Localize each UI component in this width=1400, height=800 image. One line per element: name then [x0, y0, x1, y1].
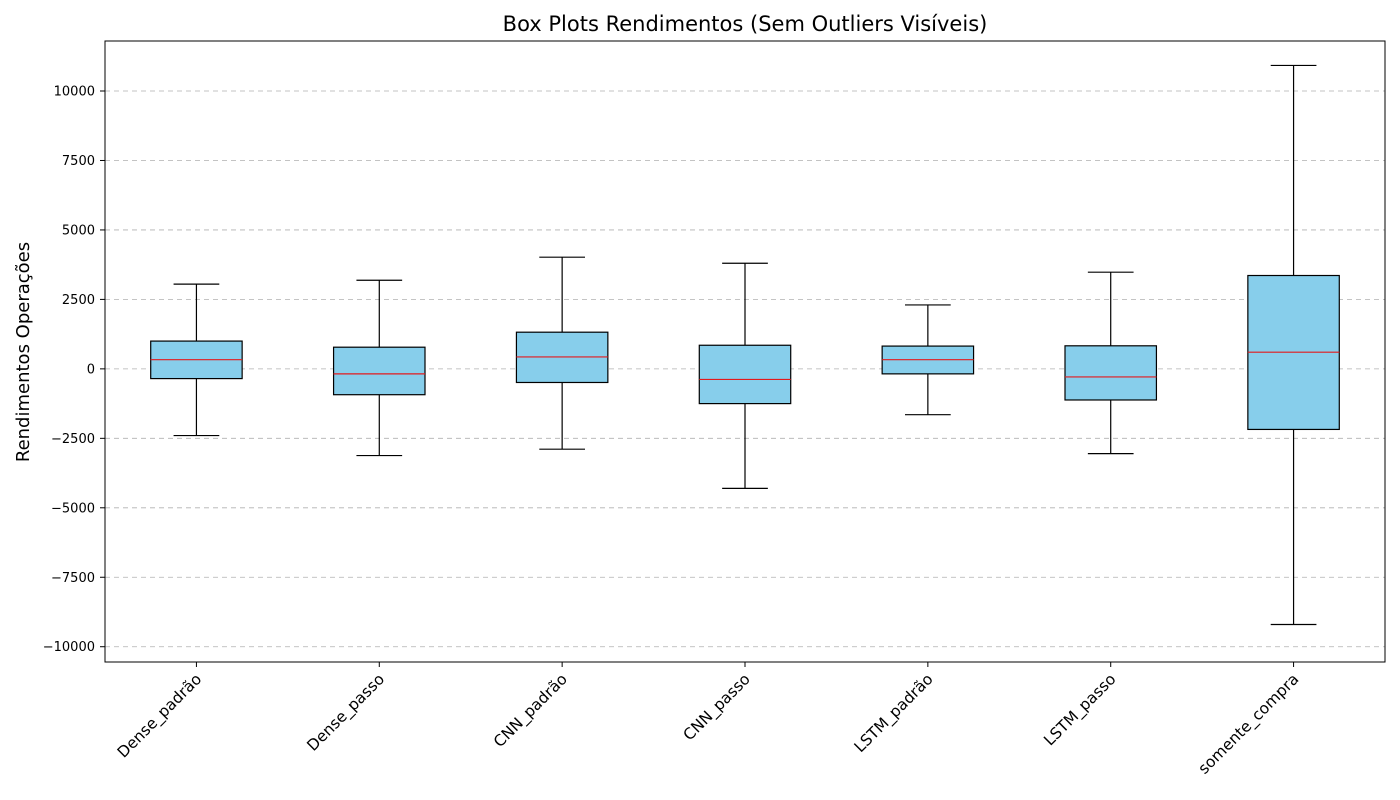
- y-tick-label: 0: [87, 362, 95, 377]
- x-tick-label: CNN_passo: [680, 670, 755, 745]
- x-tick-label: CNN_padrão: [490, 670, 572, 752]
- y-tick-label: −10000: [43, 640, 95, 655]
- y-tick-label: −7500: [51, 571, 95, 586]
- boxes: [150, 64, 1340, 626]
- box-plot-group: [332, 279, 426, 457]
- box-plot-group: [1064, 271, 1158, 455]
- x-tick-label: LSTM_passo: [1040, 670, 1120, 750]
- axes: −10000 −7500 −5000 −2500 0 2500 5000 7500 10000 D…: [43, 85, 1303, 779]
- x-tick-label: Dense_passo: [304, 670, 389, 755]
- box-body: [1064, 345, 1158, 401]
- y-tick-label: 2500: [62, 293, 95, 308]
- x-tick-label: Dense_padrão: [114, 670, 206, 762]
- y-tick-label: 10000: [54, 85, 95, 100]
- box-plot-group: [698, 262, 792, 489]
- plot-frame: [104, 40, 1386, 663]
- box-plot-group: [150, 283, 243, 437]
- y-axis-label: Rendimentos Operações: [13, 242, 34, 462]
- box-body: [698, 344, 792, 405]
- x-tick-label: somente_compra: [1195, 670, 1303, 778]
- box-plot-group: [1247, 64, 1340, 626]
- box-plot-group: [515, 256, 609, 450]
- box-body: [332, 346, 426, 396]
- x-tick-label: LSTM_padrão: [851, 670, 938, 757]
- chart-title: Box Plots Rendimentos (Sem Outliers Visí…: [503, 12, 988, 36]
- y-tick-label: 5000: [62, 223, 95, 238]
- box-plot-group: [881, 304, 975, 416]
- y-tick-label: 7500: [62, 154, 95, 169]
- y-tick-label: −2500: [51, 432, 95, 447]
- y-tick-label: −5000: [51, 501, 95, 516]
